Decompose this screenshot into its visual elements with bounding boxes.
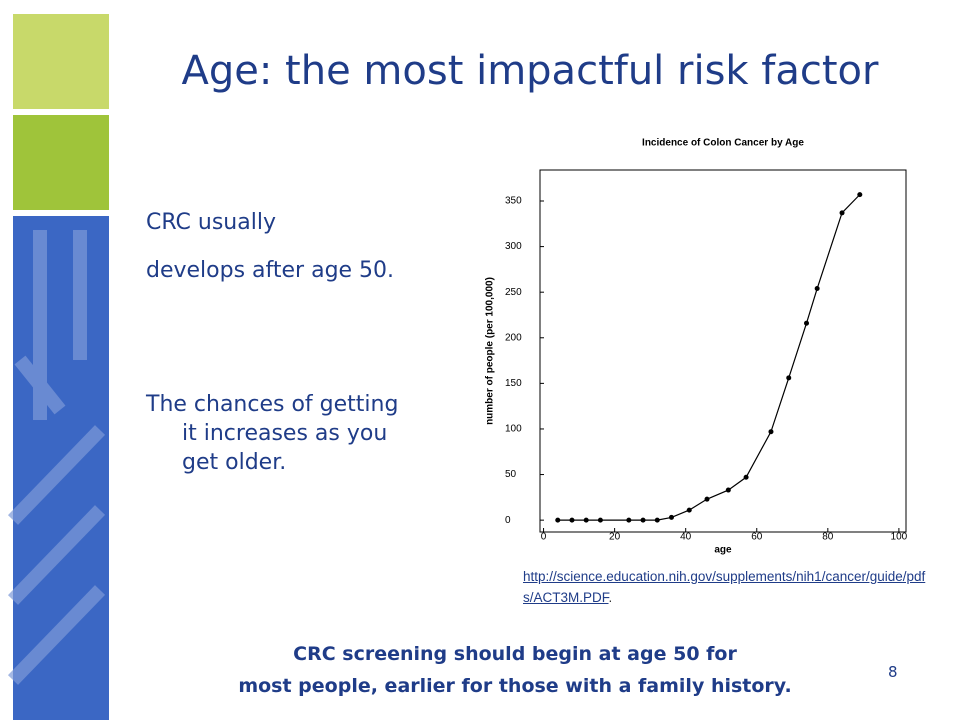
data-point — [839, 210, 845, 216]
data-point — [725, 487, 731, 493]
x-tick-label: 100 — [891, 532, 908, 543]
data-point — [583, 517, 589, 523]
source-link[interactable]: http://science.education.nih.gov/supplem… — [523, 569, 926, 605]
x-tick-label: 0 — [541, 532, 547, 543]
data-point — [555, 517, 561, 523]
data-point — [569, 517, 575, 523]
slide-title: Age: the most impactful risk factor — [181, 48, 879, 94]
y-tick-label: 150 — [505, 378, 522, 389]
data-point — [857, 192, 863, 198]
data-point — [597, 517, 603, 523]
data-point — [786, 375, 792, 381]
footer-line: CRC screening should begin at age 50 for — [293, 643, 737, 665]
chart-title: Incidence of Colon Cancer by Age — [642, 138, 804, 149]
y-tick-label: 100 — [505, 424, 522, 435]
chart: Incidence of Colon Cancer by Age age numbe… — [485, 138, 908, 556]
footer-line: most people, earlier for those with a fa… — [238, 675, 792, 697]
data-point — [768, 429, 774, 435]
y-tick-label: 300 — [505, 241, 522, 252]
data-point — [743, 474, 749, 480]
x-tick-label: 60 — [751, 532, 763, 543]
y-tick-label: 350 — [505, 196, 522, 207]
bullet: The chances of getting it increases as y… — [146, 392, 399, 475]
source: http://science.education.nih.gov/supplem… — [523, 566, 933, 608]
y-tick-label: 50 — [505, 469, 517, 480]
y-tick-label: 250 — [505, 287, 522, 298]
plot-frame — [539, 169, 907, 533]
y-tick-label: 0 — [505, 515, 511, 526]
deco-square — [13, 14, 109, 109]
deco-pattern — [7, 230, 106, 685]
data-point — [654, 517, 660, 523]
data-point — [814, 286, 820, 292]
data-point — [704, 496, 710, 502]
series-line — [557, 194, 861, 521]
data-point — [668, 514, 674, 520]
data-point — [804, 320, 810, 326]
data-point — [626, 517, 632, 523]
x-tick-label: 40 — [680, 532, 692, 543]
x-axis-label: age — [714, 545, 732, 556]
x-tick-label: 80 — [822, 532, 834, 543]
y-tick-label: 200 — [505, 332, 522, 343]
x-tick-label: 20 — [609, 532, 621, 543]
data-point — [640, 517, 646, 523]
y-axis-label: number of people (per 100,000) — [485, 277, 496, 425]
bullet: CRC usually — [146, 210, 276, 235]
deco-square — [13, 115, 109, 210]
page-number: 8 — [888, 663, 898, 681]
bullet: develops after age 50. — [146, 258, 395, 283]
data-point — [686, 507, 692, 513]
source-suffix: . — [608, 590, 613, 605]
